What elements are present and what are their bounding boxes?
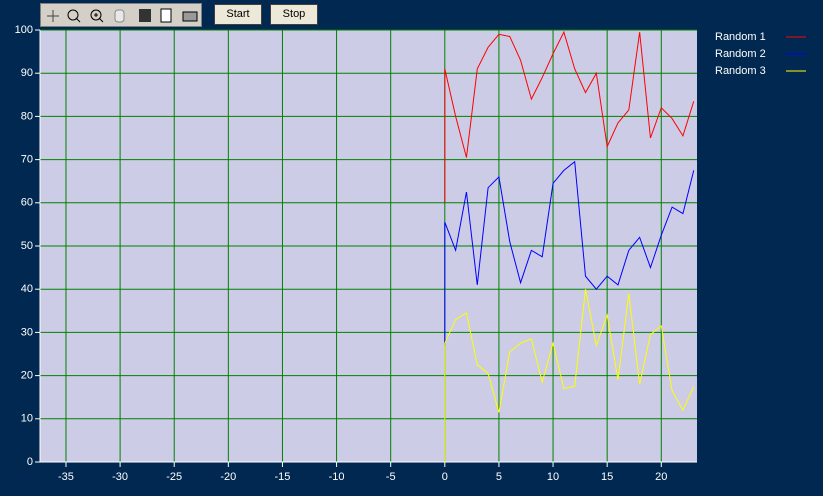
y-tick-label: 90 (21, 67, 33, 79)
zoom-tool[interactable] (67, 9, 81, 23)
legend-label: Random 2 (715, 48, 766, 60)
series-line (444, 289, 695, 462)
x-tick-label: 15 (601, 471, 613, 483)
toolbar (40, 3, 202, 27)
y-tick-label: 100 (15, 24, 33, 36)
plot-area (40, 30, 697, 462)
zoom-in-tool[interactable] (90, 9, 104, 23)
pan-tool[interactable] (114, 9, 125, 23)
x-tick-label: -10 (329, 471, 345, 483)
y-tick-label: 70 (21, 154, 33, 166)
x-tick-label: -30 (112, 471, 128, 483)
x-tick-label: -25 (166, 471, 182, 483)
x-tick-label: -15 (274, 471, 290, 483)
x-tick-label: 5 (496, 471, 502, 483)
x-tick-label: -5 (386, 471, 396, 483)
y-tick-label: 20 (21, 370, 33, 382)
x-tick-label: -20 (220, 471, 236, 483)
y-tick-label: 0 (27, 456, 33, 468)
stop-button[interactable]: Stop (270, 4, 318, 25)
print-tool[interactable] (182, 11, 198, 22)
legend-label: Random 3 (715, 65, 766, 77)
y-tick-label: 30 (21, 326, 33, 338)
series-line (444, 160, 695, 346)
y-tick-label: 50 (21, 240, 33, 252)
y-tick-label: 10 (21, 413, 33, 425)
series-line (444, 30, 695, 203)
save-tool[interactable] (139, 9, 151, 22)
legend-label: Random 1 (715, 31, 766, 43)
y-tick-label: 60 (21, 197, 33, 209)
start-button[interactable]: Start (214, 4, 262, 25)
x-tick-label: 0 (442, 471, 448, 483)
copy-tool[interactable] (160, 8, 172, 23)
x-tick-label: 20 (655, 471, 667, 483)
y-tick-label: 40 (21, 283, 33, 295)
x-tick-label: -35 (58, 471, 74, 483)
cursor-tool[interactable] (47, 10, 59, 22)
x-tick-label: 10 (547, 471, 559, 483)
y-tick-label: 80 (21, 110, 33, 122)
toolbar-icons (47, 8, 198, 23)
